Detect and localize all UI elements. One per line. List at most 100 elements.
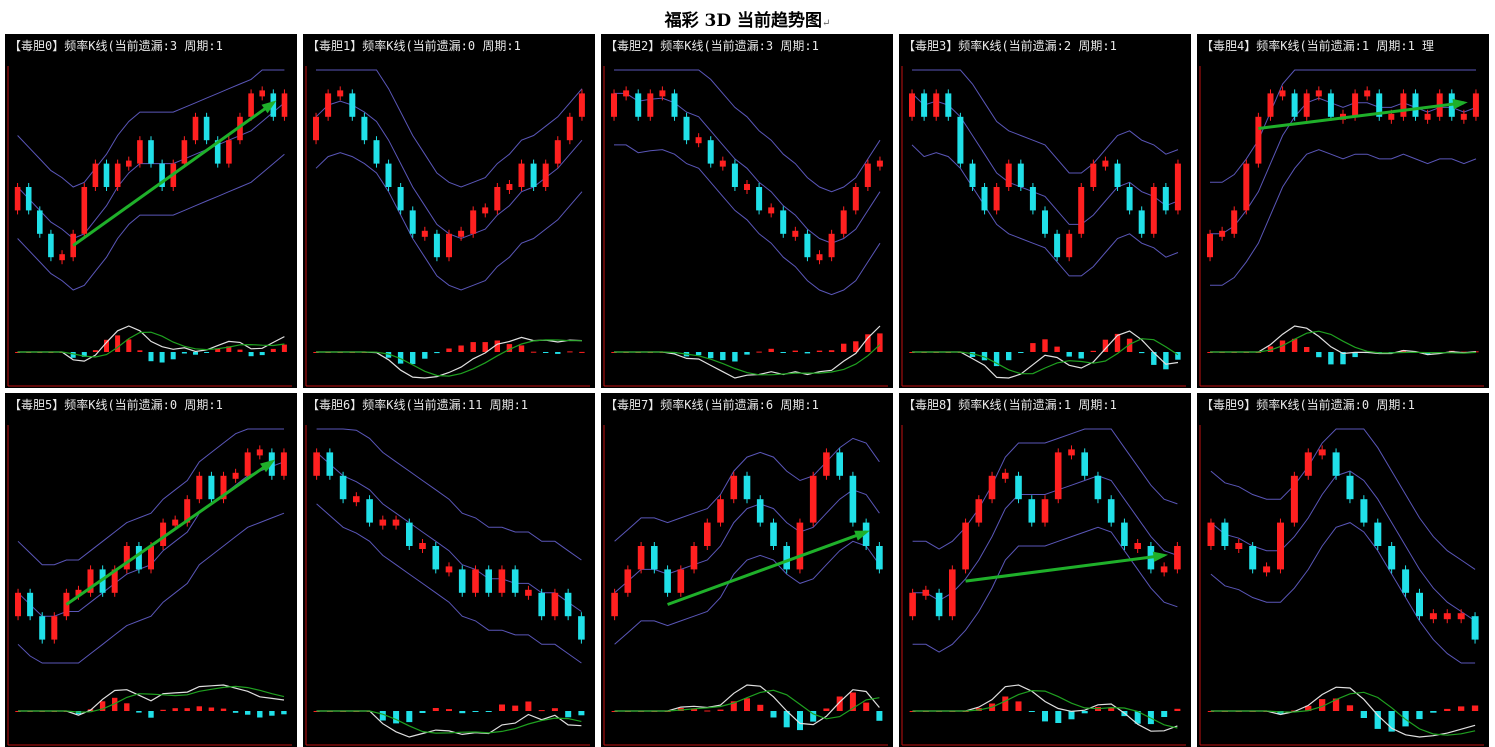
oscillator-bar bbox=[841, 343, 847, 352]
oscillator-bar bbox=[695, 352, 702, 356]
candle bbox=[1138, 210, 1145, 234]
oscillator-bar bbox=[1068, 711, 1075, 720]
candle bbox=[1066, 233, 1073, 258]
oscillator-slow-line bbox=[316, 339, 582, 377]
oscillator-bar bbox=[1134, 711, 1141, 724]
candle bbox=[366, 499, 373, 523]
chart-svg bbox=[305, 425, 590, 746]
candle bbox=[1102, 160, 1109, 167]
upper-band-line bbox=[17, 69, 285, 188]
candle bbox=[59, 254, 65, 261]
oscillator-bar bbox=[259, 352, 265, 356]
panel-label: 【毒胆5】频率K线(当前遗漏:0 周期:1 bbox=[9, 398, 223, 412]
candle bbox=[542, 163, 549, 187]
oscillator-bar bbox=[1042, 711, 1048, 722]
candle bbox=[611, 592, 618, 617]
candle bbox=[51, 616, 58, 640]
candle bbox=[704, 522, 711, 546]
candle bbox=[339, 475, 347, 500]
oscillator-bar bbox=[1319, 699, 1326, 711]
candle bbox=[458, 569, 466, 593]
candle bbox=[804, 233, 811, 258]
oscillator-bar bbox=[499, 704, 505, 711]
candle bbox=[744, 184, 750, 190]
candle bbox=[530, 163, 537, 187]
upper-band-line bbox=[1210, 69, 1476, 183]
oscillator-fast-line bbox=[316, 336, 583, 379]
oscillator-bar bbox=[579, 351, 585, 353]
candle bbox=[353, 496, 360, 503]
candle bbox=[1352, 93, 1359, 117]
candle bbox=[379, 519, 387, 526]
candle bbox=[564, 592, 572, 617]
oscillator-bar bbox=[551, 708, 558, 711]
candle bbox=[472, 569, 479, 593]
candle bbox=[1303, 93, 1310, 117]
chart-svg bbox=[603, 66, 888, 387]
oscillator-bar bbox=[538, 710, 545, 712]
oscillator-bar bbox=[472, 711, 479, 712]
oscillator-bar bbox=[611, 711, 618, 712]
candle bbox=[840, 210, 847, 234]
oscillator-bar bbox=[385, 352, 392, 358]
candle bbox=[103, 163, 110, 187]
oscillator-bar bbox=[148, 711, 154, 718]
candle bbox=[671, 93, 678, 117]
oscillator-bar bbox=[1305, 705, 1312, 711]
chart-svg bbox=[1199, 425, 1484, 746]
oscillator-fast-line bbox=[912, 330, 1179, 379]
candle bbox=[485, 569, 492, 593]
trend-arrow bbox=[65, 460, 273, 606]
oscillator-bar bbox=[768, 348, 774, 352]
candle bbox=[624, 569, 632, 593]
candle bbox=[148, 140, 154, 164]
oscillator-bar bbox=[1055, 711, 1062, 723]
chart-panel-6: 【毒胆6】频率K线(当前遗漏:11 周期:1 bbox=[303, 393, 595, 747]
candle bbox=[731, 163, 738, 187]
candle bbox=[373, 140, 380, 164]
oscillator-bar bbox=[555, 352, 561, 354]
oscillator-bar bbox=[1018, 352, 1024, 353]
oscillator-bar bbox=[124, 703, 130, 711]
oscillator-bar bbox=[172, 708, 178, 711]
candle bbox=[1318, 449, 1326, 456]
oscillator-bar bbox=[1139, 352, 1145, 354]
panel-label: 【毒胆3】频率K线(当前遗漏:2 周期:1 bbox=[903, 39, 1117, 53]
oscillator-bar bbox=[170, 352, 176, 360]
oscillator-bar bbox=[1028, 711, 1035, 712]
candle bbox=[1249, 546, 1257, 570]
candle bbox=[1332, 452, 1340, 476]
candle bbox=[1094, 475, 1102, 500]
oscillator-bar bbox=[1174, 708, 1181, 711]
middle-band-line bbox=[614, 489, 880, 594]
oscillator-bar bbox=[126, 339, 132, 352]
candle bbox=[1457, 613, 1465, 620]
candle bbox=[1068, 449, 1075, 456]
oscillator-bar bbox=[1002, 696, 1009, 711]
oscillator-bar bbox=[70, 352, 76, 358]
candle bbox=[1174, 546, 1181, 570]
candle bbox=[1041, 499, 1049, 523]
oscillator-bar bbox=[1078, 352, 1084, 359]
candle bbox=[470, 210, 477, 234]
middle-band-line bbox=[17, 461, 285, 617]
oscillator-bar bbox=[1090, 350, 1096, 352]
oscillator-bar bbox=[137, 350, 143, 352]
chart-svg bbox=[1199, 66, 1484, 387]
oscillator-bar bbox=[1161, 711, 1168, 717]
candle bbox=[828, 233, 835, 258]
candle bbox=[1231, 210, 1238, 234]
oscillator-bar bbox=[1352, 352, 1358, 358]
oscillator-bar bbox=[92, 350, 98, 352]
candle bbox=[208, 475, 215, 500]
candle bbox=[1277, 522, 1284, 570]
candle bbox=[1402, 569, 1410, 593]
candle bbox=[244, 452, 251, 476]
lower-band-line bbox=[614, 540, 880, 645]
oscillator-slow-line bbox=[316, 710, 582, 734]
chart-svg bbox=[901, 66, 1186, 387]
oscillator-bar bbox=[136, 711, 142, 713]
candle bbox=[1471, 616, 1479, 640]
candle bbox=[623, 90, 630, 97]
candle bbox=[433, 233, 440, 258]
